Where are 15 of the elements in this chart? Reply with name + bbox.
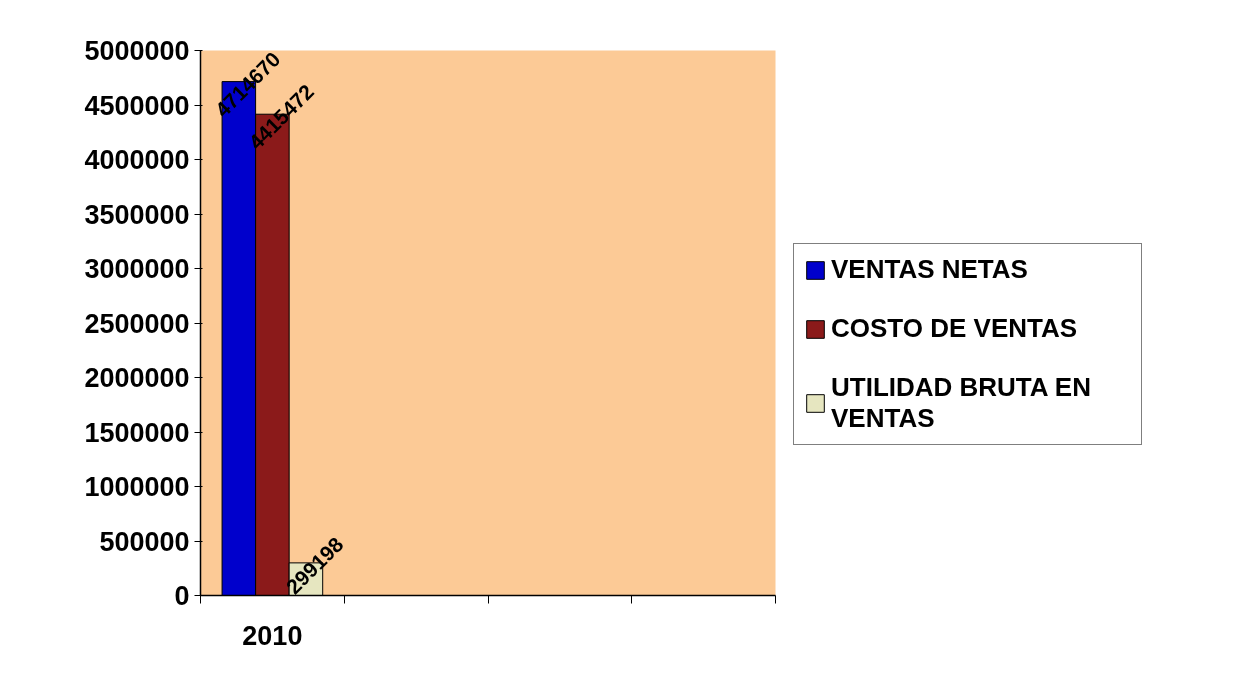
y-tick-label: 3000000 bbox=[84, 254, 190, 284]
y-tick-label: 2500000 bbox=[84, 308, 190, 339]
y-tick-label: 3500000 bbox=[84, 199, 190, 230]
legend-label: COSTO DE VENTAS bbox=[831, 313, 1079, 344]
y-tick-label: 1500000 bbox=[84, 417, 190, 448]
y-tick-label: 0 bbox=[174, 581, 190, 611]
legend-label: VENTAS NETAS bbox=[831, 254, 1029, 285]
y-tick-label: 4500000 bbox=[84, 90, 190, 121]
x-tick-label: 2010 bbox=[242, 620, 303, 651]
y-tick-label: 4000000 bbox=[84, 145, 190, 175]
y-tick-label: 2000000 bbox=[84, 363, 190, 393]
y-tick-label: 1000000 bbox=[84, 472, 190, 502]
legend-label: UTILIDAD BRUTA EN VENTAS bbox=[831, 372, 1092, 434]
y-tick-label: 5000000 bbox=[84, 36, 190, 66]
y-tick-label: 500000 bbox=[99, 526, 190, 557]
